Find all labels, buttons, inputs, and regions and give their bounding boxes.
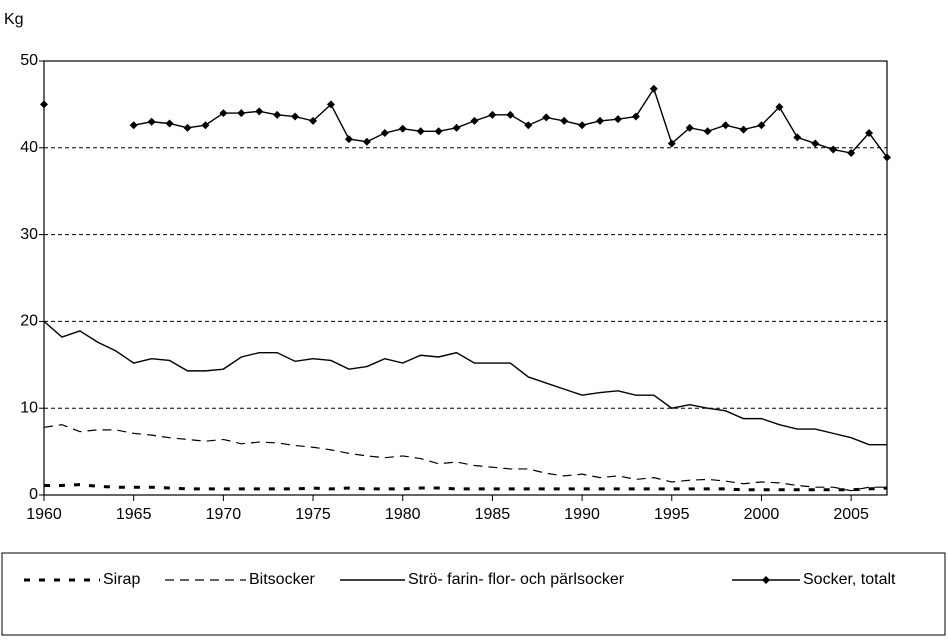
legend-label: Strö- farin- flor- och pärlsocker (408, 571, 625, 588)
marker (219, 109, 228, 118)
marker (273, 110, 282, 119)
x-tick-label: 1965 (116, 506, 152, 523)
legend-marker (762, 576, 770, 584)
x-tick-label: 1995 (654, 506, 690, 523)
marker (147, 117, 156, 126)
marker (434, 127, 443, 136)
marker (703, 127, 712, 136)
series-line (133, 87, 888, 158)
marker (470, 116, 479, 125)
x-tick-label: 1990 (564, 506, 600, 523)
marker (40, 100, 48, 109)
marker (847, 149, 856, 158)
marker (165, 119, 174, 128)
x-tick-label: 2005 (833, 506, 869, 523)
x-tick-label: 2000 (744, 506, 780, 523)
y-tick-label: 10 (20, 399, 38, 416)
y-tick-label: 30 (20, 226, 38, 243)
marker (344, 135, 353, 144)
series-line (44, 483, 888, 492)
x-tick-label: 1980 (385, 506, 421, 523)
y-axis-label: Kg (4, 11, 24, 28)
y-tick-label: 0 (29, 486, 38, 503)
x-tick-label: 1960 (26, 506, 62, 523)
y-tick-label: 50 (20, 52, 38, 69)
marker (560, 116, 569, 125)
marker (255, 107, 264, 116)
marker (883, 153, 891, 162)
marker (613, 115, 622, 124)
marker (506, 110, 515, 119)
series-line (43, 320, 887, 446)
marker (416, 127, 425, 136)
series-line (43, 424, 887, 492)
marker (362, 137, 371, 146)
marker (811, 139, 820, 148)
marker (129, 121, 138, 130)
marker (649, 84, 658, 93)
marker (578, 121, 587, 130)
y-tick-label: 20 (20, 313, 38, 330)
marker (775, 103, 784, 112)
marker (685, 123, 694, 132)
marker (488, 110, 497, 119)
marker (721, 121, 730, 130)
marker (380, 129, 389, 138)
marker (757, 121, 766, 130)
marker (452, 123, 461, 132)
marker (793, 133, 802, 142)
marker (291, 112, 300, 121)
y-tick-label: 40 (20, 139, 38, 156)
marker (667, 139, 676, 148)
marker (524, 121, 533, 130)
marker (631, 112, 640, 121)
legend-label: Bitsocker (249, 571, 315, 588)
x-tick-label: 1985 (475, 506, 511, 523)
marker (237, 109, 246, 118)
marker (309, 116, 318, 125)
marker (326, 100, 335, 109)
plot-border (43, 60, 888, 496)
x-tick-label: 1970 (206, 506, 242, 523)
marker (183, 123, 192, 132)
legend-label: Socker, totalt (803, 571, 896, 588)
legend-label: Sirap (103, 571, 140, 588)
marker (398, 124, 407, 133)
marker (829, 145, 838, 154)
legend-box (1, 552, 946, 636)
x-tick-label: 1975 (295, 506, 331, 523)
marker (201, 121, 210, 130)
marker (865, 129, 874, 138)
marker (739, 125, 748, 134)
marker (542, 113, 551, 122)
marker (596, 116, 605, 125)
